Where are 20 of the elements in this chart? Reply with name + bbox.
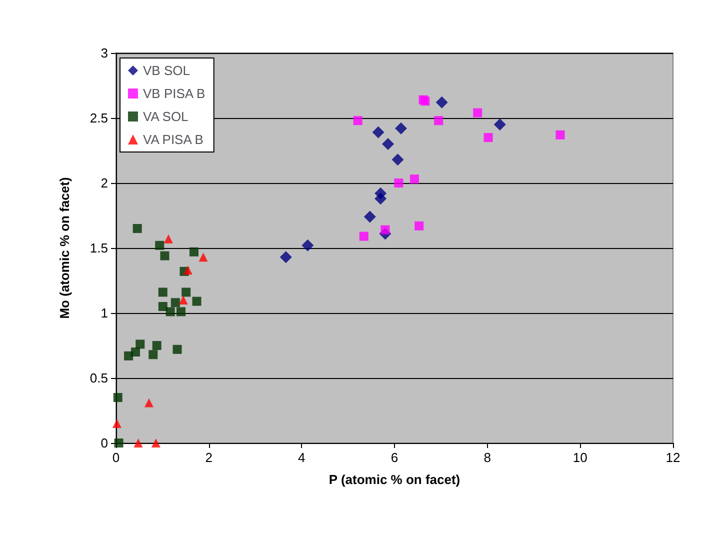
legend-label: VB PISA B xyxy=(143,86,206,101)
y-tick-label: 2 xyxy=(100,176,108,190)
y-tick-label: 0 xyxy=(100,436,108,450)
y-tick-label: 0.5 xyxy=(90,370,108,386)
legend-label: VB SOL xyxy=(143,63,190,78)
x-tick-label: 4 xyxy=(298,450,306,465)
y-tick-label: 3 xyxy=(100,46,108,60)
x-tick-label: 0 xyxy=(112,450,120,465)
y-tick-label: 2.5 xyxy=(90,110,108,126)
legend-label: VA PISA B xyxy=(143,132,204,147)
x-tick-label: 8 xyxy=(484,450,491,465)
y-tick-label: 1 xyxy=(100,306,108,320)
x-tick-label: 2 xyxy=(205,450,212,465)
y-tick-label: 1.5 xyxy=(90,240,108,256)
x-tick-label: 12 xyxy=(666,450,680,465)
x-tick-label: 6 xyxy=(390,450,398,465)
y-axis-title: Mo (atomic % on facet) xyxy=(57,177,72,319)
x-axis-title: P (atomic % on facet) xyxy=(328,472,460,487)
legend-label: VA SOL xyxy=(143,109,188,124)
x-tick-label: 10 xyxy=(572,450,588,465)
